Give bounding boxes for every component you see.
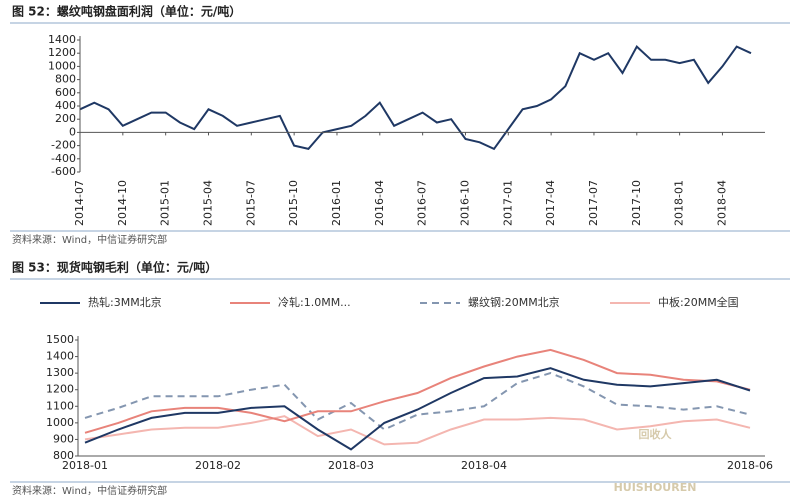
y-tick-label: 200 <box>55 112 76 125</box>
x-tick-label: 2015-01 <box>159 180 172 226</box>
watermark-logo: 回收人 <box>639 427 673 441</box>
y-tick-label: 800 <box>53 449 74 462</box>
y-tick-label: 400 <box>55 99 76 112</box>
y-tick-label: 1200 <box>46 383 74 396</box>
y-tick-label: 1400 <box>46 350 74 363</box>
legend-label: 中板:20MM全国 <box>658 295 739 309</box>
series-line <box>84 372 751 431</box>
x-tick-label: 2018-01 <box>673 180 686 226</box>
series-line <box>79 44 752 151</box>
y-tick-label: 0 <box>69 125 76 138</box>
y-tick-label: 600 <box>55 86 76 99</box>
y-tick-label: 1300 <box>46 366 74 379</box>
x-tick-label: 2014-10 <box>116 180 129 226</box>
x-tick-label: 2016-01 <box>330 180 343 226</box>
y-tick-label: 1400 <box>48 33 76 46</box>
series-line <box>84 367 751 451</box>
x-tick-label: 2015-10 <box>287 180 300 226</box>
chart-title: 图 53：现货吨钢毛利（单位：元/吨） <box>12 260 217 275</box>
legend-label: 热轧:3MM北京 <box>88 295 162 309</box>
y-tick-label: 900 <box>53 432 74 445</box>
x-tick-label: 2017-04 <box>544 180 557 226</box>
legend-label: 螺纹钢:20MM北京 <box>468 295 560 309</box>
x-tick-label: 2017-01 <box>501 180 514 226</box>
y-tick-label: 800 <box>55 73 76 86</box>
y-tick-label: 1100 <box>46 399 74 412</box>
x-tick-label: 2018-02 <box>195 459 241 472</box>
y-tick-label: 1000 <box>46 416 74 429</box>
legend-label: 冷轧:1.0MM... <box>278 295 351 309</box>
y-tick-label: 1500 <box>46 333 74 346</box>
x-tick-label: 2016-04 <box>373 180 386 226</box>
x-tick-label: 2018-06 <box>727 459 773 472</box>
y-tick-label: -600 <box>51 165 76 178</box>
x-tick-label: 2014-07 <box>73 180 86 226</box>
source: 资料来源：Wind，中信证券研究部 <box>12 233 167 246</box>
y-tick-label: 1000 <box>48 59 76 72</box>
x-tick-label: 2015-04 <box>201 180 214 226</box>
y-tick-label: 1200 <box>48 46 76 59</box>
x-tick-label: 2016-07 <box>416 180 429 226</box>
x-tick-label: 2017-07 <box>587 180 600 226</box>
series-line <box>84 415 751 446</box>
x-tick-label: 2018-04 <box>715 180 728 226</box>
x-tick-label: 2018-03 <box>328 459 374 472</box>
x-tick-label: 2015-07 <box>244 180 257 226</box>
x-tick-label: 2018-01 <box>62 459 108 472</box>
series-line <box>84 348 751 434</box>
x-tick-label: 2017-10 <box>630 180 643 226</box>
source: 资料来源：Wind，中信证券研究部 <box>12 484 167 497</box>
chart-title: 图 52：螺纹吨钢盘面利润（单位：元/吨） <box>12 4 241 19</box>
watermark-text: HUISHOUREN <box>614 481 697 494</box>
x-tick-label: 2016-10 <box>458 180 471 226</box>
y-tick-label: -200 <box>51 139 76 152</box>
x-tick-label: 2018-04 <box>461 459 507 472</box>
y-tick-label: -400 <box>51 152 76 165</box>
